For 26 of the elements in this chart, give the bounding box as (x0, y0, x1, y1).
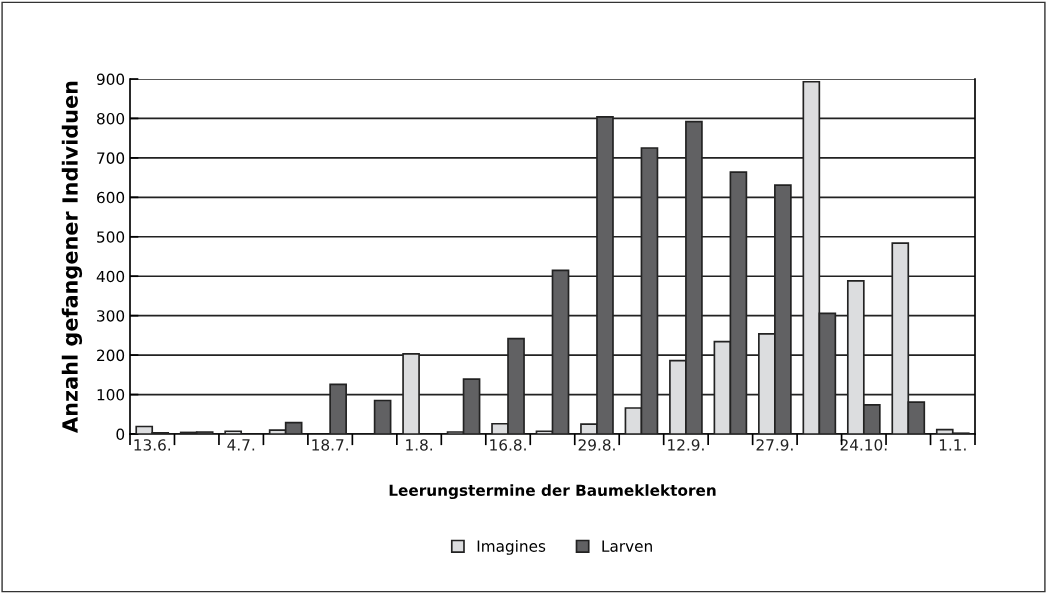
x-tick-label: 29.8. (578, 439, 615, 451)
y-tick-label: 300 (97, 310, 125, 322)
x-tick-label: 27.9. (756, 439, 793, 451)
bar (224, 430, 243, 434)
bar (373, 399, 392, 434)
x-axis-title: Leerungstermine der Baumeklektoren (389, 484, 716, 500)
y-tick-label: 100 (97, 389, 125, 401)
x-tick-label: 12.9. (668, 439, 704, 451)
legend-label: Larven (602, 540, 652, 552)
y-tick-label: 700 (97, 152, 125, 164)
y-tick-label: 600 (97, 191, 125, 204)
x-tick-label: 16.8. (490, 439, 526, 451)
x-tick-label: 13.6. (134, 439, 171, 451)
x-tick-label: 18.7. (312, 439, 348, 451)
y-axis-title: Anzahl gefangener Individuen (61, 81, 83, 433)
y-tick-label: 200 (97, 349, 125, 362)
y-tick-label: 800 (97, 112, 125, 125)
y-tick-label: 0 (116, 428, 125, 441)
y-tick-label: 900 (96, 73, 125, 86)
x-tick-label: 4.7. (227, 439, 255, 451)
y-tick-label: 500 (97, 231, 125, 243)
x-tick-label: 1.1. (939, 439, 966, 451)
legend-label: Imagines (477, 540, 546, 555)
x-tick-label: 1.8. (406, 439, 433, 451)
x-tick-label: 24.10. (840, 439, 887, 451)
y-tick-label: 400 (96, 270, 125, 283)
